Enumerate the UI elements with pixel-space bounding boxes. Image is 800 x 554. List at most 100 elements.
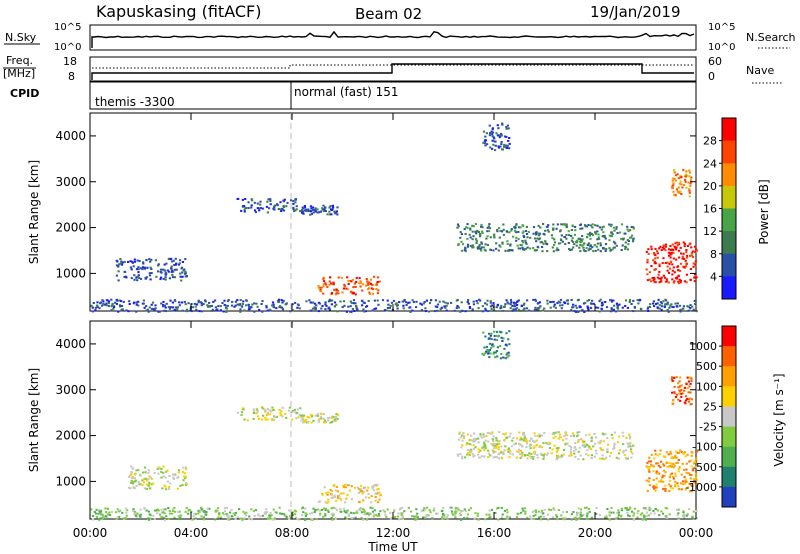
data-cell xyxy=(320,412,323,415)
data-cell xyxy=(664,245,667,248)
data-cell xyxy=(670,472,674,475)
data-cell xyxy=(508,249,511,252)
data-cell xyxy=(379,510,382,513)
data-cell xyxy=(477,247,480,250)
data-cell xyxy=(533,249,536,252)
data-cell xyxy=(422,302,425,305)
data-cell xyxy=(338,494,341,497)
data-cell xyxy=(301,514,304,517)
data-cell xyxy=(678,304,682,307)
data-cell xyxy=(671,243,674,246)
data-cell xyxy=(191,518,194,521)
data-cell xyxy=(160,276,163,279)
data-cell xyxy=(457,438,461,441)
data-cell xyxy=(176,308,179,311)
data-cell xyxy=(570,450,573,453)
data-cell xyxy=(466,223,469,226)
data-cell xyxy=(672,463,675,465)
data-cell xyxy=(502,223,505,226)
data-cell xyxy=(460,233,463,236)
data-cell xyxy=(472,444,475,447)
data-cell xyxy=(327,500,330,503)
data-cell xyxy=(95,516,98,519)
data-cell xyxy=(350,498,354,501)
data-cell xyxy=(183,300,186,303)
colorbar-swatch xyxy=(722,231,736,255)
data-cell xyxy=(590,457,593,459)
data-cell xyxy=(477,453,480,456)
data-cell xyxy=(330,507,333,510)
data-cell xyxy=(214,306,217,309)
data-cell xyxy=(328,280,331,283)
data-cell xyxy=(94,309,97,312)
data-cell xyxy=(507,127,510,130)
velocity-ylabel: Slant Range [km] xyxy=(27,368,41,472)
data-cell xyxy=(408,301,411,304)
freq-unit-label: [MHz] xyxy=(3,67,35,80)
data-cell xyxy=(253,209,257,212)
data-cell xyxy=(522,303,525,306)
data-cell xyxy=(454,506,457,509)
data-cell xyxy=(172,478,176,480)
data-cell xyxy=(234,517,237,520)
data-cell xyxy=(507,448,510,451)
data-cell xyxy=(693,481,696,484)
data-cell xyxy=(597,236,600,239)
data-cell xyxy=(559,436,562,439)
data-cell xyxy=(335,486,338,489)
data-cell xyxy=(324,512,327,515)
data-cell xyxy=(528,452,531,455)
data-cell xyxy=(689,278,692,281)
data-cell xyxy=(376,276,380,279)
data-cell xyxy=(551,448,554,451)
data-cell xyxy=(250,518,253,521)
data-cell xyxy=(346,494,349,496)
data-cell xyxy=(178,517,182,519)
data-cell xyxy=(424,307,427,310)
data-cell xyxy=(335,210,338,213)
data-cell xyxy=(481,232,484,234)
data-cell xyxy=(488,509,491,512)
data-cell xyxy=(322,204,325,207)
data-cell xyxy=(654,262,657,265)
data-cell xyxy=(257,514,260,517)
data-cell xyxy=(491,344,494,347)
data-cell xyxy=(488,337,491,340)
data-cell xyxy=(500,141,503,143)
data-cell xyxy=(389,304,392,307)
data-cell xyxy=(361,508,365,511)
data-cell xyxy=(386,299,389,302)
colorbar-swatch xyxy=(722,386,736,407)
data-cell xyxy=(156,512,159,515)
data-cell xyxy=(170,267,173,270)
data-cell xyxy=(273,517,276,520)
data-cell xyxy=(141,266,145,269)
data-cell xyxy=(537,510,540,513)
data-cell xyxy=(416,512,419,515)
data-cell xyxy=(645,514,648,517)
data-cell xyxy=(100,513,103,516)
data-cell xyxy=(613,442,616,445)
data-cell xyxy=(684,480,687,483)
data-cell xyxy=(656,302,659,305)
data-cell xyxy=(323,507,326,510)
data-cell xyxy=(674,480,677,483)
data-cell xyxy=(533,432,536,435)
data-cell xyxy=(163,309,166,312)
data-cell xyxy=(481,230,484,233)
data-cell xyxy=(340,492,343,495)
data-cell xyxy=(504,517,507,520)
data-cell xyxy=(484,352,487,355)
data-cell xyxy=(621,244,624,247)
data-cell xyxy=(325,283,328,286)
data-cell xyxy=(366,518,369,521)
data-cell xyxy=(330,421,333,424)
data-cell xyxy=(121,308,124,311)
data-cell xyxy=(587,249,590,252)
data-cell xyxy=(610,231,613,234)
data-cell xyxy=(626,457,629,460)
data-cell xyxy=(548,447,552,449)
data-cell xyxy=(496,303,499,306)
data-cell xyxy=(263,512,266,515)
